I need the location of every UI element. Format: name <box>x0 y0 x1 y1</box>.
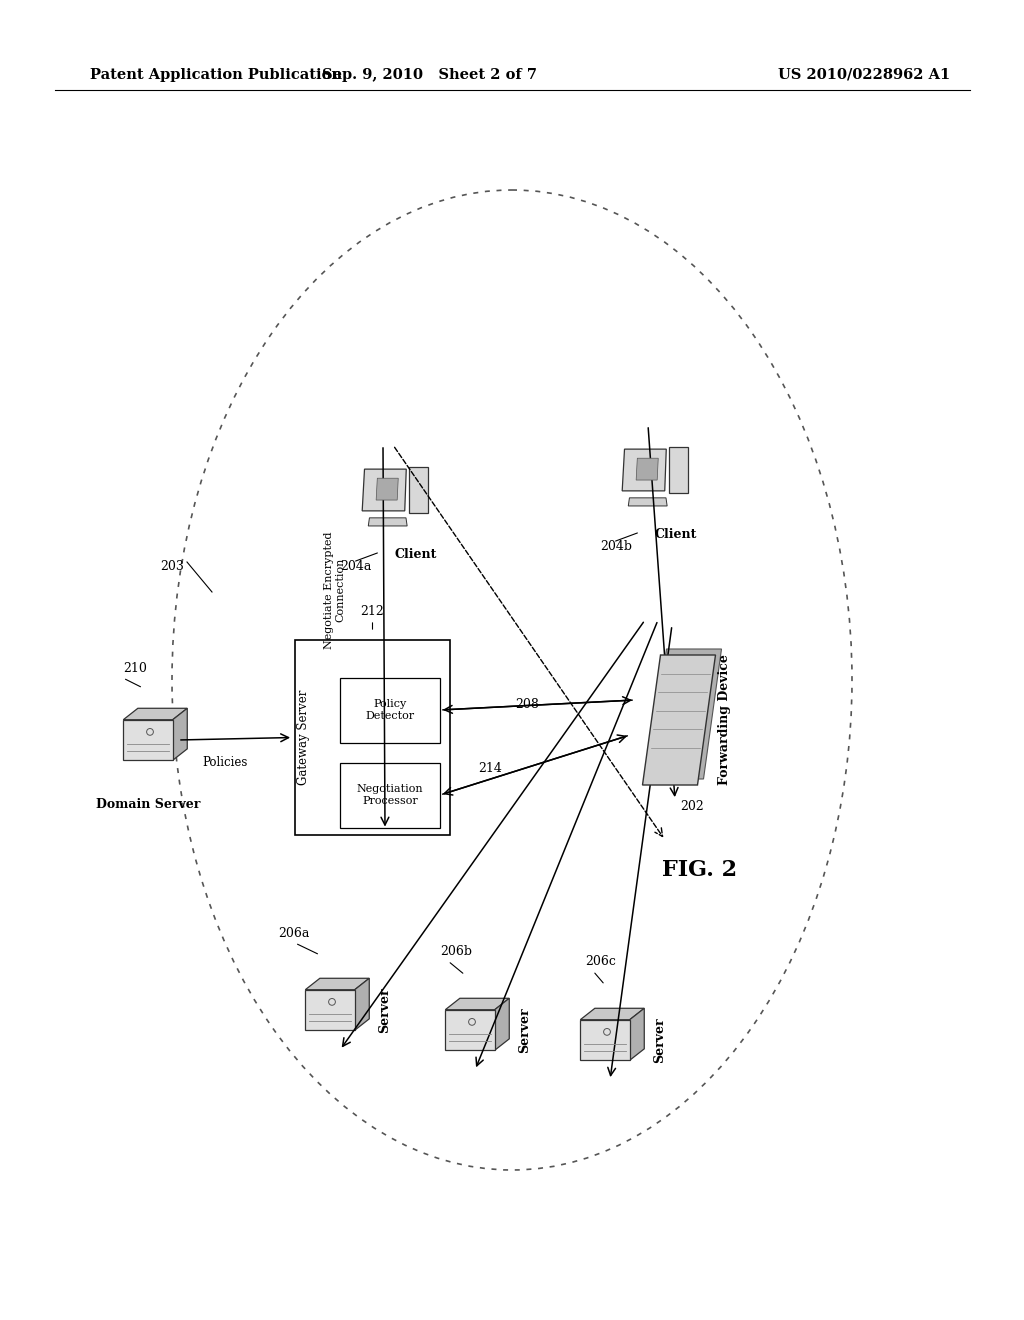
Polygon shape <box>410 467 428 512</box>
Text: Policies: Policies <box>203 756 248 770</box>
Polygon shape <box>305 990 354 1031</box>
Polygon shape <box>629 498 668 506</box>
Polygon shape <box>305 978 370 990</box>
Text: FIG. 2: FIG. 2 <box>663 859 737 880</box>
Text: 203: 203 <box>160 561 184 573</box>
Text: 208: 208 <box>515 698 539 711</box>
Polygon shape <box>581 1020 630 1060</box>
Text: Patent Application Publication: Patent Application Publication <box>90 69 342 82</box>
Text: Gateway Server: Gateway Server <box>297 690 309 785</box>
Text: 212: 212 <box>360 605 384 618</box>
Text: Domain Server: Domain Server <box>96 799 200 810</box>
Text: 210: 210 <box>123 663 146 675</box>
Polygon shape <box>123 719 173 760</box>
Text: 214: 214 <box>478 762 502 775</box>
Polygon shape <box>623 449 667 491</box>
Polygon shape <box>173 709 187 760</box>
Text: 204b: 204b <box>600 540 632 553</box>
Text: Sep. 9, 2010   Sheet 2 of 7: Sep. 9, 2010 Sheet 2 of 7 <box>323 69 538 82</box>
Polygon shape <box>581 1008 644 1020</box>
Text: 202: 202 <box>680 800 703 813</box>
Polygon shape <box>495 998 509 1051</box>
Polygon shape <box>648 649 722 779</box>
Text: Policy
Detector: Policy Detector <box>366 700 415 721</box>
Text: 206c: 206c <box>585 954 615 968</box>
Text: Client: Client <box>395 548 437 561</box>
Text: Negotiation
Processor: Negotiation Processor <box>356 784 423 805</box>
Polygon shape <box>636 458 658 480</box>
Text: 206a: 206a <box>278 927 309 940</box>
Text: Forwarding Device: Forwarding Device <box>718 655 731 785</box>
Polygon shape <box>376 478 398 500</box>
Polygon shape <box>354 978 370 1031</box>
Polygon shape <box>445 1010 495 1051</box>
Text: Negotiate Encrypted
Connection: Negotiate Encrypted Connection <box>325 531 346 648</box>
Polygon shape <box>445 998 509 1010</box>
Polygon shape <box>630 1008 644 1060</box>
Text: 206b: 206b <box>440 945 472 958</box>
Text: Server: Server <box>378 987 391 1032</box>
Text: Server: Server <box>653 1018 666 1063</box>
Text: US 2010/0228962 A1: US 2010/0228962 A1 <box>778 69 950 82</box>
Polygon shape <box>670 447 688 492</box>
Polygon shape <box>369 517 408 525</box>
Text: Server: Server <box>518 1007 531 1053</box>
Text: Client: Client <box>654 528 697 541</box>
Polygon shape <box>642 655 716 785</box>
Text: 204a: 204a <box>340 560 372 573</box>
Polygon shape <box>362 469 407 511</box>
Polygon shape <box>123 709 187 719</box>
